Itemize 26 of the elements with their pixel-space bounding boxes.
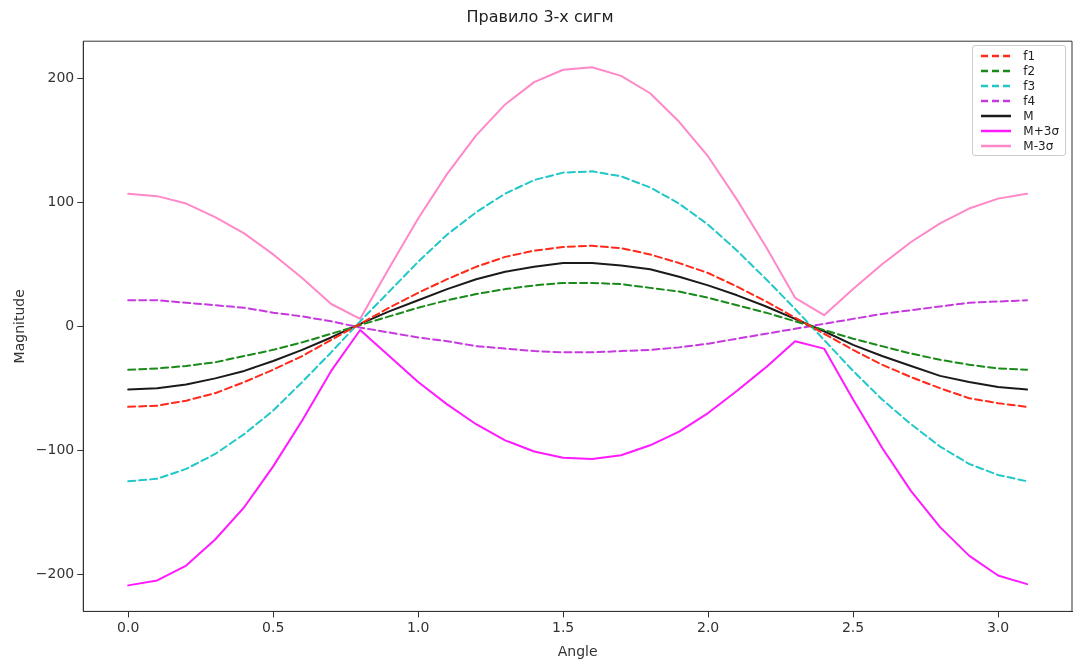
x-tick-label: 0.5 — [262, 619, 285, 636]
chart-title: Правило 3-х сигм — [466, 6, 614, 26]
y-tick-label: 0 — [65, 316, 75, 333]
x-tick-label: 0.0 — [117, 619, 140, 636]
x-tick-label: 2.0 — [696, 619, 720, 636]
legend-label: M — [1023, 108, 1034, 123]
y-tick-label: −200 — [35, 564, 75, 581]
legend-label: M+3σ — [1023, 123, 1059, 138]
legend-label: f3 — [1023, 78, 1036, 93]
x-tick-label: 1.5 — [552, 619, 575, 636]
y-tick-label: 100 — [47, 192, 75, 209]
line-series — [127, 244, 1029, 408]
legend-label: f2 — [1023, 63, 1036, 78]
x-tick-label: 1.0 — [407, 619, 430, 636]
x-axis-title: Angle — [557, 643, 598, 660]
y-tick-label: −100 — [35, 440, 75, 457]
legend-label: f4 — [1023, 93, 1036, 108]
line-series — [127, 299, 1029, 354]
legend-label: f1 — [1023, 48, 1036, 63]
x-tick-label: 2.5 — [841, 619, 865, 636]
line-series — [127, 281, 1029, 371]
legend-label: M-3σ — [1023, 138, 1054, 153]
x-tick-label: 3.0 — [986, 619, 1010, 636]
line-series — [127, 170, 1029, 483]
y-tick-label: 200 — [47, 69, 75, 86]
y-axis-title: Magnitude — [11, 289, 28, 364]
